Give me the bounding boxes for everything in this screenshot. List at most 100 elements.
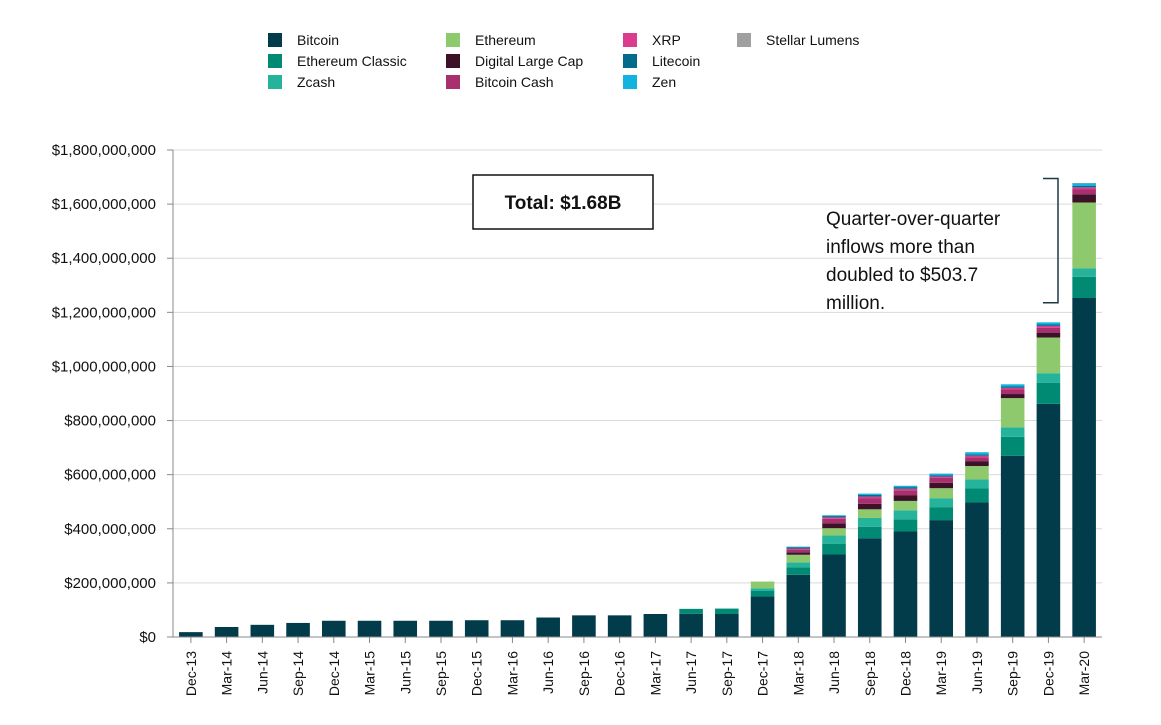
bar-segment [786,562,811,568]
bar-segment [929,473,954,476]
x-tick-label: Jun-15 [397,651,413,694]
bar-segment [679,613,703,637]
bar-segment [357,620,382,637]
bar-segment [786,554,811,563]
legend-swatch [737,33,751,47]
bar-segment [536,617,560,637]
bar-segment [857,526,882,539]
bar-segment [179,632,203,637]
x-tick-label: Sep-16 [576,651,592,696]
bar-segment [786,552,811,555]
x-tick-label: Mar-19 [933,651,949,696]
x-tick-label: Mar-18 [790,651,806,696]
bars [179,183,1096,637]
bar-segment [822,554,846,637]
legend-swatch [446,54,460,68]
gridlines [173,149,1102,584]
bar-segment [572,615,596,637]
bar-segment [965,454,989,456]
y-tick-label: $1,800,000,000 [52,142,156,159]
bar-segment [786,549,811,553]
legend-swatch [623,33,637,47]
y-tick-label: $400,000,000 [64,521,156,538]
y-tick-label: $1,600,000,000 [52,196,156,213]
x-tick-label: Dec-18 [897,651,913,696]
bar-segment [893,519,918,532]
annotations: Total: $1.68B Quarter-over-quarter inflow… [472,174,1059,314]
bar-segment [1036,324,1061,326]
bar-segment [1072,183,1096,184]
bar-segment [1000,386,1025,388]
bar-segment [857,498,882,504]
bar-segment [965,479,989,489]
x-tick-label: Jun-16 [540,651,556,694]
y-tick-label: $0 [139,629,156,646]
bar-segment [965,488,989,503]
bar-segment [929,507,954,521]
x-tick-label: Sep-15 [433,651,449,696]
bar-segment [822,517,846,519]
quarter-note: Quarter-over-quarter inflows more than dou… [826,209,1001,314]
bar-segment [822,528,846,536]
bar-segment [822,543,846,555]
legend-swatch [623,54,637,68]
bar-segment [929,520,954,637]
bar-segment [607,615,632,637]
bar-segment [893,487,918,489]
bar-segment [893,488,918,491]
bar-segment [214,626,239,637]
note-bracket [1043,177,1059,304]
x-tick-label: Jun-17 [683,651,699,694]
bar-segment [857,509,882,518]
bar-segment [750,591,775,597]
bar-segment [750,581,775,589]
bar-segment [286,622,310,637]
bar-segment [857,494,882,497]
bar-segment [929,498,954,508]
x-tick-label: Dec-17 [755,651,771,696]
bar-segment [786,574,811,637]
x-axis: Dec-13 Mar-14 Jun-14 Sep-14 Dec-14 Mar-15 Jun-… [173,636,1102,696]
bar-segment [1072,183,1096,186]
legend-label: Zcash [297,74,335,90]
bar-segment [1072,268,1096,277]
bar-segment [429,620,453,637]
bar-segment [786,548,811,550]
bar-segment [750,596,775,637]
bar-segment [786,547,811,549]
legend-label: Stellar Lumens [766,32,859,48]
bar-segment [464,620,489,637]
bar-segment [1072,194,1096,203]
bar-segment [1072,189,1096,195]
bar-segment [1036,332,1061,338]
bar-segment [1072,187,1096,190]
quarter-note-line: inflows more than [826,237,975,258]
bar-segment [1036,327,1061,333]
bar-segment [929,482,954,489]
bar-segment [679,608,703,614]
legend: Bitcoin Ethereum Classic Zcash Ethereum Digi… [268,32,859,90]
legend-swatch [623,75,637,89]
bar-segment [965,461,989,467]
legend-swatch [268,54,282,68]
bar-segment [893,490,918,496]
bar-segment [1000,394,1025,399]
bar-segment [1072,202,1096,269]
bar-segment [857,517,882,527]
legend-label: Litecoin [652,53,700,69]
bar-segment [822,523,846,529]
bar-segment [1000,427,1025,437]
y-tick-label: $1,200,000,000 [52,304,156,321]
x-tick-label: Sep-18 [862,651,878,696]
x-tick-label: Dec-16 [612,651,628,696]
bar-segment [893,495,918,501]
bar-segment [929,475,954,477]
bar-segment [965,457,989,462]
bar-segment [1000,384,1025,387]
bar-segment [965,455,989,458]
bar-segment [1000,389,1025,395]
legend-swatch [268,33,282,47]
legend-label: Ethereum [475,32,536,48]
